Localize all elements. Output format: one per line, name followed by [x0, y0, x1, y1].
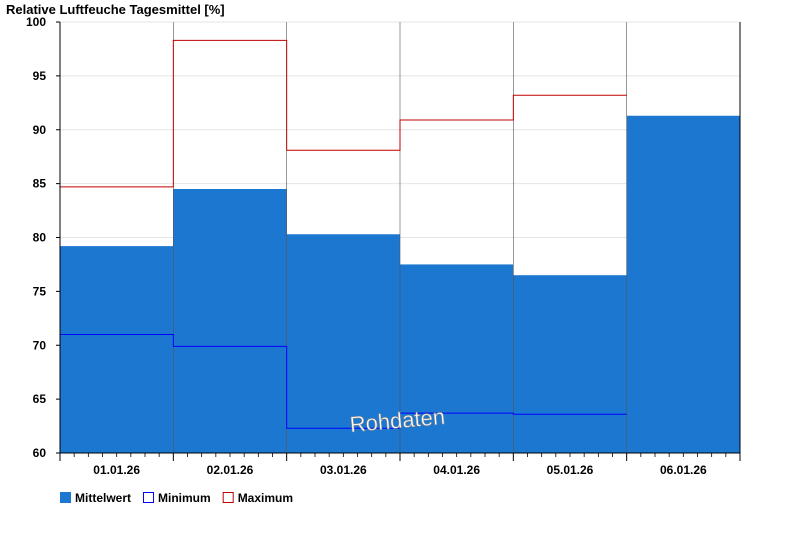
x-tick-label-04.01.26: 04.01.26 [433, 463, 480, 477]
bars-layer [60, 22, 740, 454]
x-tick-label-02.01.26: 02.01.26 [207, 463, 254, 477]
x-tick-label-03.01.26: 03.01.26 [320, 463, 367, 477]
bar-01.01.26 [60, 246, 174, 453]
y-tick-label-80: 80 [33, 231, 47, 245]
minimum-step-line [60, 333, 627, 429]
y-tick-label-70: 70 [33, 338, 47, 352]
x-tick-label-01.01.26: 01.01.26 [93, 463, 140, 477]
y-tick-label-95: 95 [33, 69, 47, 83]
y-tick-label-90: 90 [33, 123, 47, 137]
y-tick-label-100: 100 [26, 15, 46, 29]
legend-label-minimum: Minimum [158, 491, 211, 505]
y-tick-label-75: 75 [33, 284, 47, 298]
x-tick-label-06.01.26: 06.01.26 [660, 463, 707, 477]
legend-swatch-mittelwert [60, 492, 71, 503]
bar-04.01.26 [400, 264, 514, 453]
maximum-step-line [60, 39, 627, 188]
chart-title: Relative Luftfeuche Tagesmittel [%] [6, 2, 225, 17]
legend-label-maximum: Maximum [238, 491, 293, 505]
bar-06.01.26 [626, 115, 740, 454]
legend-label-mittelwert: Mittelwert [75, 491, 131, 505]
legend-swatch-maximum [222, 492, 234, 503]
y-tick-label-60: 60 [33, 446, 47, 460]
bar-03.01.26 [286, 234, 400, 453]
x-tick-label-05.01.26: 05.01.26 [547, 463, 594, 477]
step-lines-layer [60, 39, 627, 429]
bar-02.01.26 [173, 189, 287, 453]
y-axis-ticks: 60 65 70 75 80 85 90 95 100 [26, 15, 60, 460]
legend-swatch-minimum [143, 492, 155, 503]
bar-05.01.26 [513, 275, 627, 453]
legend: Mittelwert Minimum Maximum [60, 491, 293, 505]
x-axis-ticks: 01.01.26 02.01.26 03.01.26 04.01.26 05.01.26… [59, 453, 741, 477]
y-tick-label-85: 85 [33, 177, 47, 191]
y-tick-label-65: 65 [33, 392, 47, 406]
